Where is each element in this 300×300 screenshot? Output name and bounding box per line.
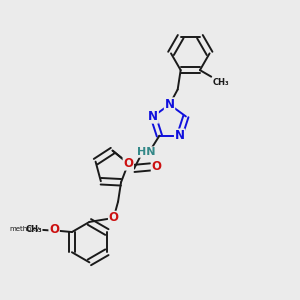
Text: HN: HN: [137, 147, 155, 157]
Text: O: O: [123, 157, 133, 170]
Text: methoxy: methoxy: [10, 226, 40, 232]
Text: N: N: [164, 98, 175, 111]
Text: CH₃: CH₃: [25, 225, 42, 234]
Text: O: O: [109, 212, 118, 224]
Text: N: N: [175, 129, 184, 142]
Text: N: N: [148, 110, 158, 123]
Text: O: O: [152, 160, 161, 173]
Text: CH₃: CH₃: [212, 78, 229, 87]
Text: O: O: [49, 224, 59, 236]
